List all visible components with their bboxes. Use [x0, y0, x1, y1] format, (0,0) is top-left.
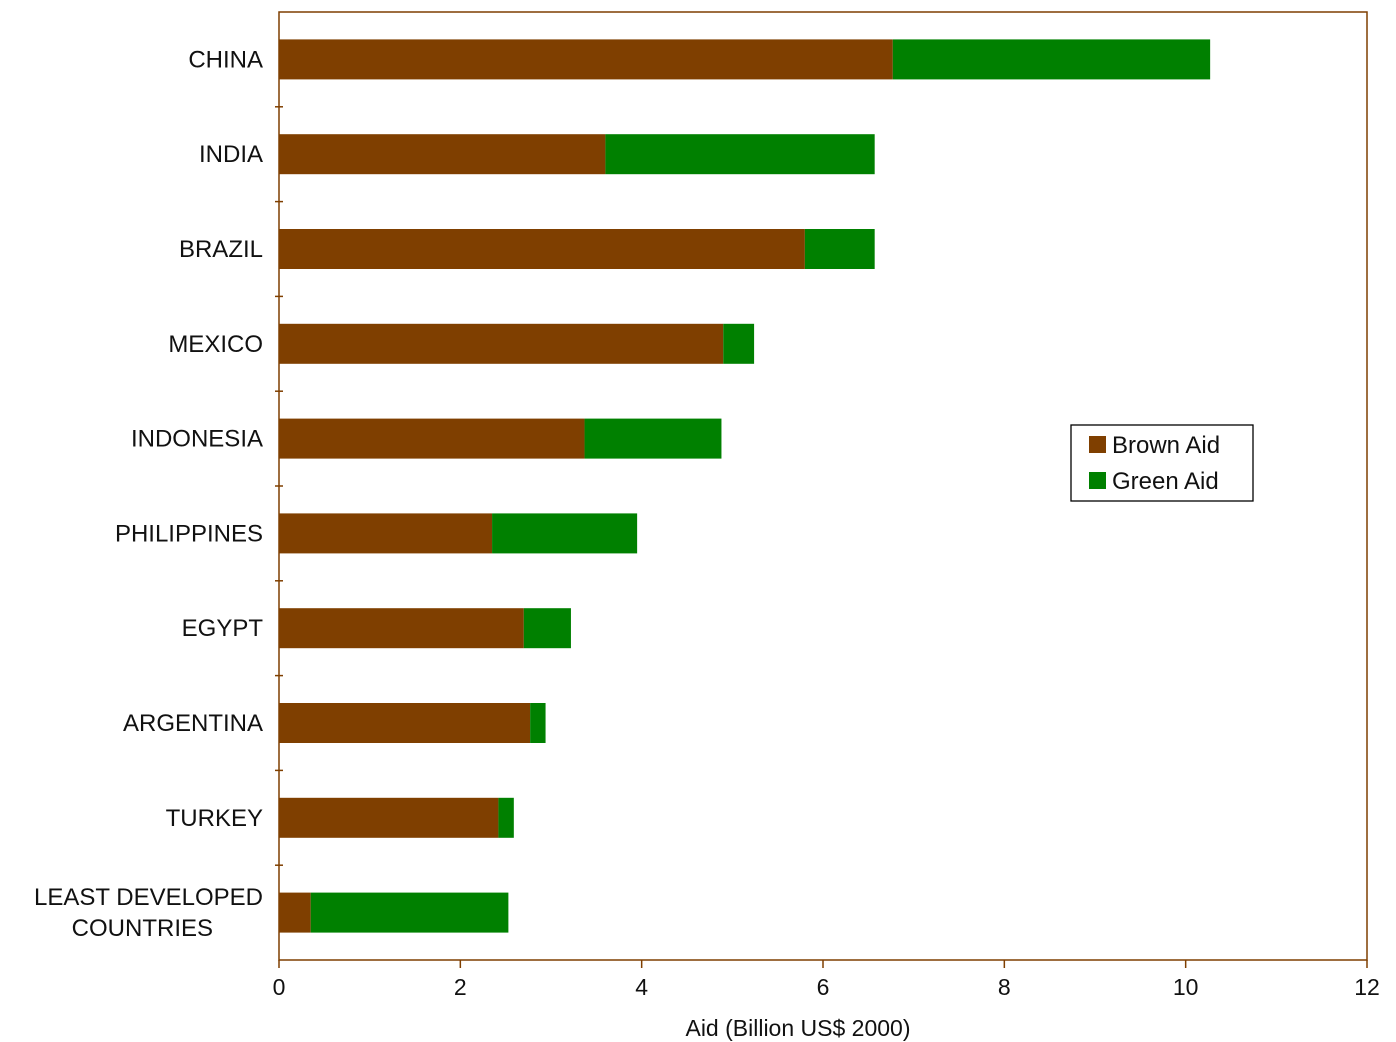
- category-label: BRAZIL: [179, 236, 263, 263]
- bar-segment-green: [804, 229, 875, 269]
- bar-segment-green: [498, 797, 514, 838]
- category-label-line: EGYPT: [182, 615, 264, 642]
- bar-segment-green: [584, 418, 722, 459]
- bar-segment-green: [892, 39, 1211, 80]
- x-tick-label: 0: [273, 974, 286, 1000]
- category-label: INDONESIA: [131, 426, 263, 453]
- category-label: LEAST DEVELOPED COUNTRIES: [34, 884, 263, 942]
- bar-segment-brown: [279, 892, 311, 933]
- x-tick-label: 12: [1354, 974, 1380, 1000]
- category-label-line: CHINA: [188, 46, 263, 73]
- x-tick-label: 4: [635, 974, 648, 1000]
- x-axis-title: Aid (Billion US$ 2000): [685, 1015, 910, 1041]
- bar-segment-brown: [279, 134, 606, 175]
- x-tick-label: 8: [998, 974, 1011, 1000]
- x-tick-label: 10: [1173, 974, 1199, 1000]
- category-label-line: TURKEY: [166, 805, 263, 832]
- category-label-line: PHILIPPINES: [115, 520, 263, 547]
- category-label: ARGENTINA: [123, 710, 263, 737]
- bar-segment-green: [310, 892, 509, 933]
- category-label: TURKEY: [166, 805, 263, 832]
- bar-segment-green: [723, 323, 755, 364]
- bar-segment-brown: [279, 797, 499, 838]
- legend-label-brown: Brown Aid: [1112, 432, 1220, 459]
- legend: Brown Aid Green Aid: [1070, 424, 1254, 502]
- x-axis: 0 2 4 6 8 10 12: [273, 960, 1380, 1000]
- category-label-line: ARGENTINA: [123, 710, 263, 737]
- bar-segment-brown: [279, 513, 493, 554]
- category-label-line: INDONESIA: [131, 426, 263, 453]
- bar-segment-green: [530, 703, 546, 743]
- bar-segment-brown: [279, 39, 893, 80]
- category-label: MEXICO: [168, 331, 263, 358]
- legend-swatch-green: [1089, 472, 1106, 489]
- category-label-line: BRAZIL: [179, 236, 263, 263]
- category-label-line: LEAST DEVELOPED: [34, 884, 263, 911]
- x-tick-label: 2: [454, 974, 467, 1000]
- bar-segment-green: [605, 134, 875, 175]
- category-label: CHINA: [188, 46, 263, 73]
- category-labels: CHINA INDIA BRAZIL MEXICO INDONESIA PHILIPPIN…: [34, 46, 263, 942]
- category-label: EGYPT: [182, 615, 264, 642]
- legend-swatch-brown: [1089, 436, 1106, 453]
- category-label: INDIA: [199, 141, 263, 168]
- bar-segment-brown: [279, 323, 724, 364]
- bar-segment-brown: [279, 703, 531, 743]
- bar-segment-brown: [279, 418, 585, 459]
- legend-label-green: Green Aid: [1112, 468, 1219, 495]
- category-label-line: COUNTRIES: [72, 915, 213, 942]
- x-tick-label: 6: [817, 974, 830, 1000]
- category-label-line: INDIA: [199, 141, 263, 168]
- bar-segment-brown: [279, 608, 524, 649]
- bar-segment-green: [523, 608, 571, 649]
- category-label-line: MEXICO: [168, 331, 263, 358]
- bars-group: [279, 39, 1211, 933]
- y-ticks: [275, 106, 283, 866]
- bar-segment-brown: [279, 229, 805, 269]
- category-label: PHILIPPINES: [115, 520, 263, 547]
- bar-segment-green: [492, 513, 638, 554]
